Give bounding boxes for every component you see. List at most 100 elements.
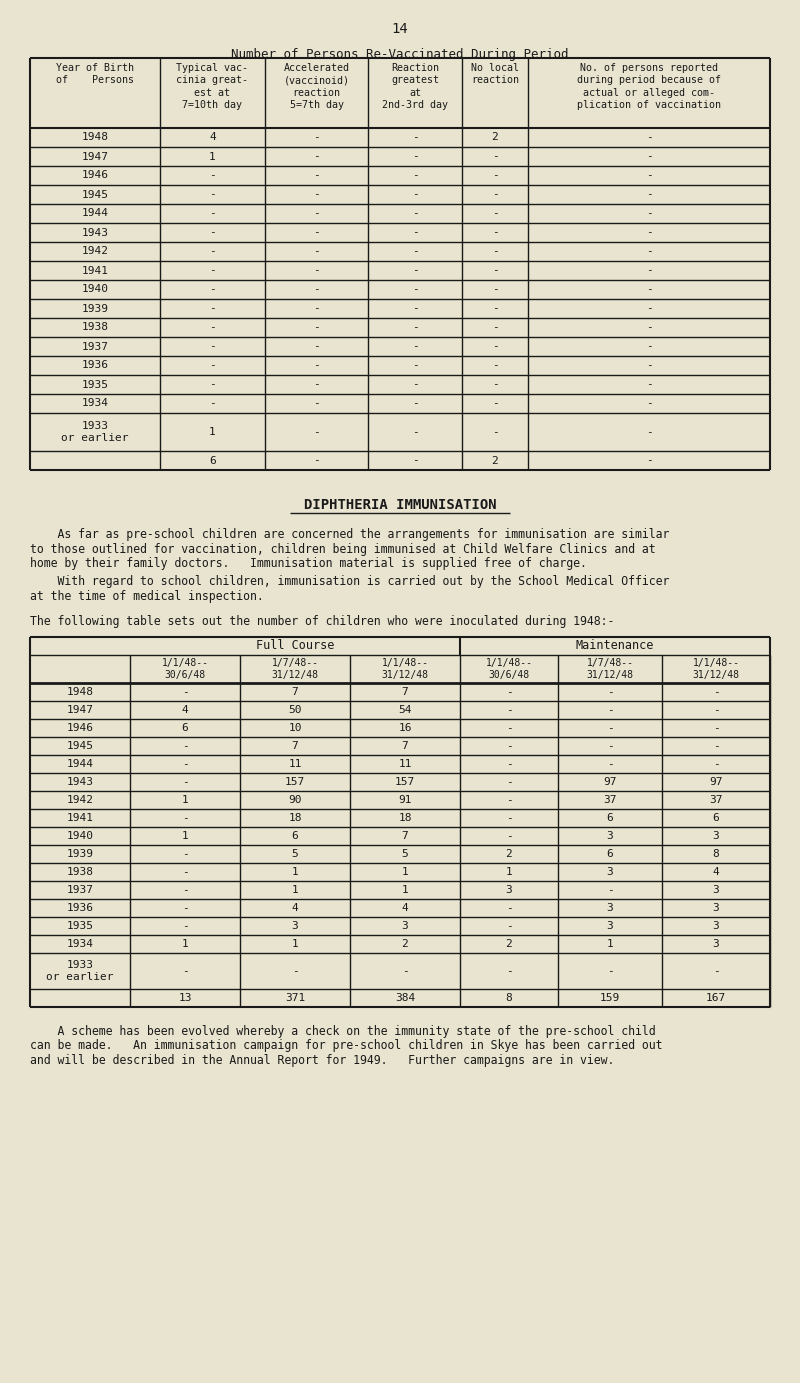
Text: -: - [492, 361, 498, 371]
Text: -: - [713, 723, 719, 733]
Text: -: - [506, 777, 512, 787]
Text: 1: 1 [606, 939, 614, 949]
Text: -: - [412, 266, 418, 275]
Text: -: - [412, 322, 418, 332]
Text: -: - [313, 361, 320, 371]
Text: 97: 97 [710, 777, 722, 787]
Text: -: - [313, 322, 320, 332]
Text: 11: 11 [288, 759, 302, 769]
Text: 1945: 1945 [66, 741, 94, 751]
Text: 7: 7 [292, 741, 298, 751]
Text: 1/7/48--
31/12/48: 1/7/48-- 31/12/48 [586, 658, 634, 680]
Text: 7: 7 [402, 687, 408, 697]
Text: -: - [313, 379, 320, 390]
Text: at the time of medical inspection.: at the time of medical inspection. [30, 591, 264, 603]
Text: 1935: 1935 [82, 379, 109, 390]
Text: 1/1/48--
30/6/48: 1/1/48-- 30/6/48 [486, 658, 533, 680]
Text: -: - [606, 741, 614, 751]
Text: 1940: 1940 [82, 285, 109, 295]
Text: 1: 1 [402, 885, 408, 895]
Text: -: - [313, 227, 320, 238]
Text: -: - [506, 965, 512, 976]
Text: 6: 6 [209, 455, 216, 466]
Text: 11: 11 [398, 759, 412, 769]
Text: 1936: 1936 [66, 903, 94, 913]
Text: home by their family doctors.   Immunisation material is supplied free of charge: home by their family doctors. Immunisati… [30, 557, 587, 570]
Text: 4: 4 [713, 867, 719, 877]
Text: 1942: 1942 [66, 795, 94, 805]
Text: -: - [492, 266, 498, 275]
Text: 10: 10 [288, 723, 302, 733]
Text: -: - [182, 867, 188, 877]
Text: 371: 371 [285, 993, 305, 1003]
Text: 3: 3 [292, 921, 298, 931]
Text: 4: 4 [402, 903, 408, 913]
Text: -: - [506, 921, 512, 931]
Text: 157: 157 [395, 777, 415, 787]
Text: -: - [209, 379, 216, 390]
Text: Full Course: Full Course [256, 639, 334, 651]
Text: -: - [412, 285, 418, 295]
Text: -: - [646, 361, 652, 371]
Text: 1/7/48--
31/12/48: 1/7/48-- 31/12/48 [271, 658, 318, 680]
Text: -: - [182, 759, 188, 769]
Text: -: - [713, 965, 719, 976]
Text: can be made.   An immunisation campaign for pre-school children in Skye has been: can be made. An immunisation campaign fo… [30, 1040, 662, 1052]
Text: -: - [506, 831, 512, 841]
Text: 90: 90 [288, 795, 302, 805]
Text: -: - [506, 741, 512, 751]
Text: -: - [412, 427, 418, 437]
Text: Maintenance: Maintenance [576, 639, 654, 651]
Text: -: - [506, 723, 512, 733]
Text: 8: 8 [713, 849, 719, 859]
Text: 37: 37 [710, 795, 722, 805]
Text: -: - [492, 303, 498, 314]
Text: -: - [412, 246, 418, 256]
Text: -: - [646, 322, 652, 332]
Text: -: - [209, 303, 216, 314]
Text: 1943: 1943 [82, 227, 109, 238]
Text: -: - [492, 246, 498, 256]
Text: 1/1/48--
31/12/48: 1/1/48-- 31/12/48 [693, 658, 739, 680]
Text: 1938: 1938 [82, 322, 109, 332]
Text: -: - [209, 246, 216, 256]
Text: -: - [492, 379, 498, 390]
Text: 1947: 1947 [66, 705, 94, 715]
Text: -: - [313, 342, 320, 351]
Text: 3: 3 [713, 885, 719, 895]
Text: 1948: 1948 [66, 687, 94, 697]
Text: -: - [606, 759, 614, 769]
Text: 1: 1 [292, 867, 298, 877]
Text: The following table sets out the number of children who were inoculated during 1: The following table sets out the number … [30, 614, 614, 628]
Text: 1942: 1942 [82, 246, 109, 256]
Text: -: - [313, 246, 320, 256]
Text: 1934: 1934 [66, 939, 94, 949]
Text: -: - [492, 152, 498, 162]
Text: 4: 4 [182, 705, 188, 715]
Text: 8: 8 [506, 993, 512, 1003]
Text: -: - [182, 687, 188, 697]
Text: -: - [646, 209, 652, 219]
Text: -: - [713, 687, 719, 697]
Text: and will be described in the Annual Report for 1949.   Further campaigns are in : and will be described in the Annual Repo… [30, 1054, 614, 1068]
Text: -: - [492, 427, 498, 437]
Text: 6: 6 [182, 723, 188, 733]
Text: -: - [313, 209, 320, 219]
Text: 1941: 1941 [82, 266, 109, 275]
Text: -: - [606, 705, 614, 715]
Text: -: - [313, 133, 320, 142]
Text: 1941: 1941 [66, 813, 94, 823]
Text: 3: 3 [606, 867, 614, 877]
Text: -: - [492, 227, 498, 238]
Text: -: - [412, 398, 418, 408]
Text: -: - [182, 741, 188, 751]
Text: 1938: 1938 [66, 867, 94, 877]
Text: -: - [209, 322, 216, 332]
Text: -: - [646, 170, 652, 181]
Text: -: - [182, 813, 188, 823]
Text: -: - [313, 303, 320, 314]
Text: 1943: 1943 [66, 777, 94, 787]
Text: -: - [209, 285, 216, 295]
Text: No. of persons reported
during period because of
actual or alleged com-
plicatio: No. of persons reported during period be… [577, 64, 721, 111]
Text: 3: 3 [606, 903, 614, 913]
